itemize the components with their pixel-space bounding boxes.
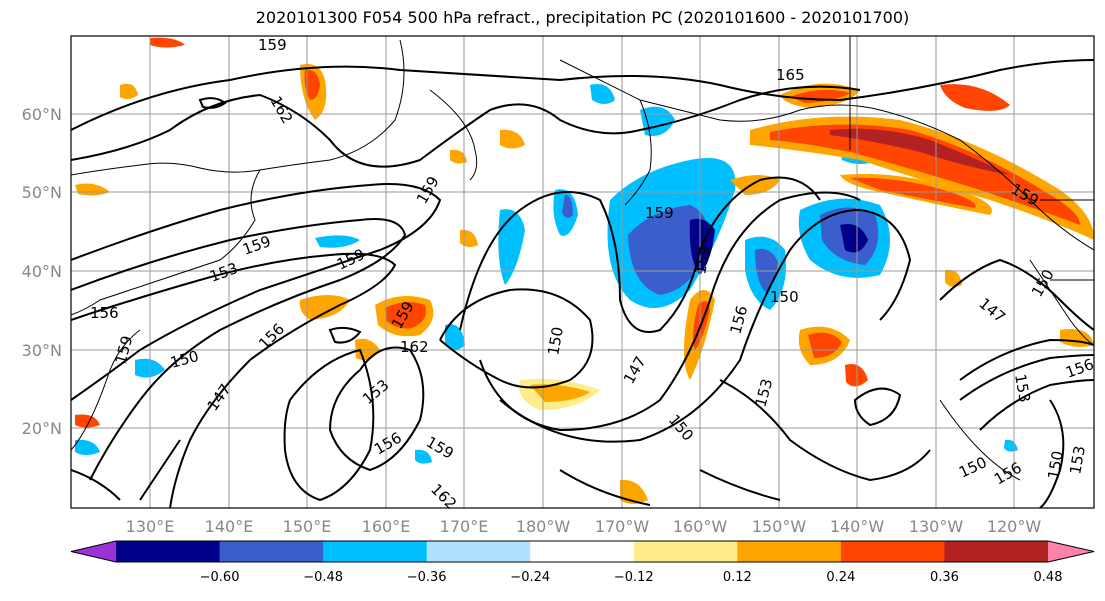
lat-tick-label: 20°N: [22, 419, 62, 438]
lon-tick-label: 160°E: [362, 517, 411, 536]
contour-lines: [71, 59, 1094, 508]
contour-label: 159: [258, 36, 287, 54]
colorbar-segment: [219, 541, 324, 562]
colorbar-segment: [323, 541, 428, 562]
contour-label: 150: [1044, 449, 1067, 480]
lon-tick-label: 120°W: [987, 517, 1042, 536]
lon-tick-label: 130°W: [909, 517, 964, 536]
colorbar-tick-label: −0.36: [407, 570, 447, 585]
contour-label: 150: [770, 288, 799, 306]
contour-label: 159: [691, 244, 714, 275]
colorbar-segment: [944, 541, 1049, 562]
colorbar: −0.60 −0.48 −0.36 −0.24 −0.12 0.12 0.24 0.36 0.4…: [70, 540, 1095, 585]
colorbar-tick-label: 0.12: [723, 570, 752, 585]
lon-tick-label: 150°W: [752, 517, 807, 536]
coastlines: [71, 36, 1094, 481]
colorbar-segment: [840, 541, 945, 562]
colorbar-outline: [70, 540, 1095, 563]
contour-label: 162: [400, 338, 429, 356]
colorbar-tick-label: −0.12: [614, 570, 654, 585]
lon-tick-label: 170°W: [595, 517, 650, 536]
lon-tick-label: 160°W: [673, 517, 728, 536]
colorbar-tick-label: 0.36: [930, 570, 959, 585]
lat-tick-label: 60°N: [22, 105, 62, 124]
colorbar-tick-label: −0.48: [303, 570, 343, 585]
colorbar-extend-max: [1048, 541, 1094, 562]
colorbar-segment: [737, 541, 842, 562]
lat-tick-label: 40°N: [22, 262, 62, 281]
colorbar-tick-label: 0.48: [1034, 570, 1063, 585]
colorbar-tick-label: 0.24: [826, 570, 855, 585]
colorbar-tick-label: −0.24: [510, 570, 550, 585]
lat-tick-label: 50°N: [22, 183, 62, 202]
contour-label: 165: [776, 66, 805, 84]
lat-axis: 20°N 30°N 40°N 50°N 60°N: [22, 105, 62, 438]
contour-label: 153: [1066, 444, 1089, 475]
lon-tick-label: 180°W: [516, 517, 571, 536]
lat-tick-label: 30°N: [22, 341, 62, 360]
lon-tick-label: 140°E: [205, 517, 254, 536]
lon-tick-label: 140°W: [830, 517, 885, 536]
colorbar-segment: [426, 541, 531, 562]
lon-tick-label: 150°E: [283, 517, 332, 536]
colorbar-segment: [530, 541, 635, 562]
contour-label: 156: [90, 304, 119, 322]
colorbar-extend-min: [71, 541, 116, 562]
contour-label: 153: [1011, 373, 1034, 404]
colorbar-tick-label: −0.60: [200, 570, 240, 585]
plot-frame: [70, 35, 1095, 509]
map-title: 2020101300 F054 500 hPa refract., precip…: [255, 8, 910, 27]
colorbar-segment: [633, 541, 738, 562]
lon-tick-label: 170°E: [440, 517, 489, 536]
contour-label: 159: [645, 204, 674, 222]
lon-tick-label: 130°E: [126, 517, 175, 536]
colorbar-segment: [116, 541, 221, 562]
lon-axis: 130°E 140°E 150°E 160°E 170°E 180°W 170°…: [126, 517, 1042, 536]
contour-label: 150: [544, 325, 567, 356]
